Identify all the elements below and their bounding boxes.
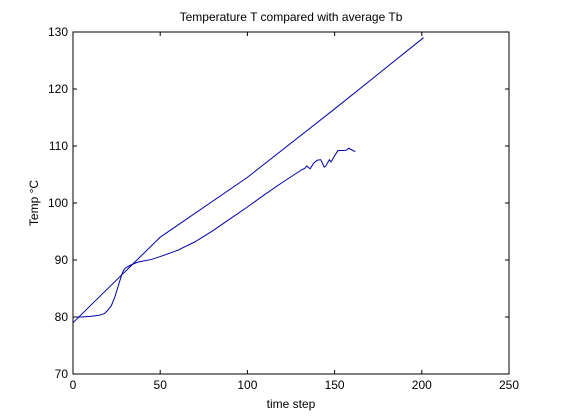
x-tick-label: 250 <box>499 378 519 392</box>
series-line-2 <box>73 147 356 318</box>
chart-title: Temperature T compared with average Tb <box>180 10 403 24</box>
x-tick-label: 100 <box>237 378 257 392</box>
series-line-1 <box>72 37 424 324</box>
y-tick-label: 90 <box>55 253 69 267</box>
y-axis-label: Temp °C <box>27 180 41 226</box>
y-tick-label: 80 <box>55 310 69 324</box>
x-tick-label: 200 <box>412 378 432 392</box>
x-axis-label: time step <box>267 397 316 411</box>
x-tick-label: 0 <box>70 378 77 392</box>
y-tick-label: 130 <box>48 25 68 39</box>
y-tick-label: 100 <box>48 196 68 210</box>
y-tick-label: 110 <box>49 139 68 153</box>
x-tick-label: 150 <box>325 378 345 392</box>
y-tick-label: 70 <box>55 367 69 381</box>
x-tick-label: 50 <box>154 378 168 392</box>
tick-layer: 0 50 100 150 200 250 70 80 90 100 110 120 130 <box>48 25 519 392</box>
y-tick-label: 120 <box>48 82 68 96</box>
series-layer <box>72 37 424 324</box>
